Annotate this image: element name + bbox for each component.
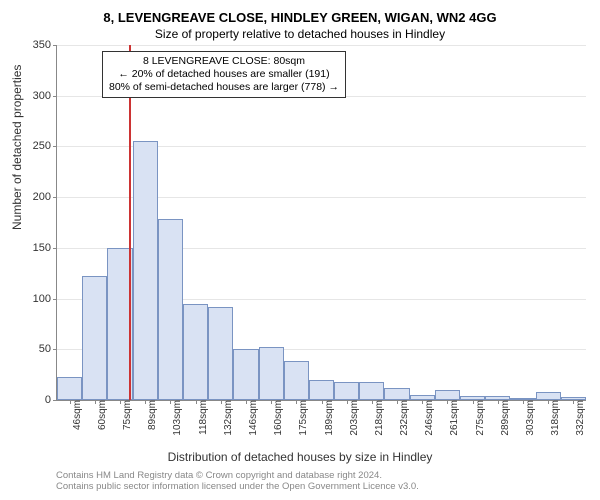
- xtick-mark: [347, 400, 348, 404]
- xtick-mark: [548, 400, 549, 404]
- xtick-label: 132sqm: [223, 400, 234, 436]
- property-info-box: 8 LEVENGREAVE CLOSE: 80sqm ← 20% of deta…: [102, 51, 346, 98]
- histogram-bar: [384, 388, 409, 400]
- footer-line-1: Contains HM Land Registry data © Crown c…: [56, 470, 419, 481]
- xtick-label: 275sqm: [475, 400, 486, 436]
- x-axis-label: Distribution of detached houses by size …: [0, 450, 600, 464]
- histogram-bar: [460, 396, 485, 400]
- histogram-bar: [309, 380, 334, 400]
- histogram-bar: [158, 219, 183, 400]
- xtick-mark: [145, 400, 146, 404]
- xtick-mark: [246, 400, 247, 404]
- xtick-mark: [473, 400, 474, 404]
- footer-attribution: Contains HM Land Registry data © Crown c…: [56, 470, 419, 493]
- histogram-bar: [57, 377, 82, 400]
- xtick-mark: [196, 400, 197, 404]
- histogram-bar: [435, 390, 460, 400]
- xtick-label: 146sqm: [248, 400, 259, 436]
- xtick-mark: [271, 400, 272, 404]
- histogram-bar: [536, 392, 561, 400]
- chart-area: 8 LEVENGREAVE CLOSE: 80sqm ← 20% of deta…: [56, 45, 586, 401]
- ytick-mark: [53, 400, 57, 401]
- xtick-mark: [322, 400, 323, 404]
- xtick-mark: [523, 400, 524, 404]
- xtick-mark: [170, 400, 171, 404]
- infobox-line-3: 80% of semi-detached houses are larger (…: [109, 81, 339, 94]
- xtick-mark: [120, 400, 121, 404]
- histogram-bar: [208, 307, 233, 400]
- histogram-bar: [259, 347, 284, 400]
- histogram-bar: [82, 276, 107, 400]
- histogram-bar: [133, 141, 158, 400]
- infobox-line-2: ← 20% of detached houses are smaller (19…: [109, 68, 339, 81]
- xtick-mark: [95, 400, 96, 404]
- xtick-label: 246sqm: [424, 400, 435, 436]
- chart-title-main: 8, LEVENGREAVE CLOSE, HINDLEY GREEN, WIG…: [0, 0, 600, 25]
- xtick-label: 75sqm: [122, 400, 133, 430]
- histogram-bar: [284, 361, 309, 400]
- xtick-label: 332sqm: [575, 400, 586, 436]
- histogram-bar: [233, 349, 258, 400]
- histogram-bar: [359, 382, 384, 400]
- plot-area: 8 LEVENGREAVE CLOSE: 80sqm ← 20% of deta…: [56, 45, 586, 401]
- xtick-label: 203sqm: [349, 400, 360, 436]
- footer-line-2: Contains public sector information licen…: [56, 481, 419, 492]
- xtick-mark: [296, 400, 297, 404]
- xtick-label: 318sqm: [550, 400, 561, 436]
- xtick-label: 303sqm: [525, 400, 536, 436]
- xtick-mark: [397, 400, 398, 404]
- xtick-label: 103sqm: [172, 400, 183, 436]
- xtick-label: 261sqm: [449, 400, 460, 436]
- xtick-label: 175sqm: [298, 400, 309, 436]
- xtick-mark: [70, 400, 71, 404]
- xtick-label: 160sqm: [273, 400, 284, 436]
- xtick-mark: [573, 400, 574, 404]
- xtick-label: 232sqm: [399, 400, 410, 436]
- xtick-label: 89sqm: [147, 400, 158, 430]
- xtick-mark: [372, 400, 373, 404]
- xtick-mark: [498, 400, 499, 404]
- histogram-bar: [410, 395, 435, 400]
- histogram-bar: [510, 398, 535, 400]
- xtick-mark: [422, 400, 423, 404]
- xtick-mark: [221, 400, 222, 404]
- histogram-bar: [183, 304, 208, 400]
- xtick-label: 289sqm: [500, 400, 511, 436]
- xtick-mark: [447, 400, 448, 404]
- chart-title-sub: Size of property relative to detached ho…: [0, 25, 600, 45]
- xtick-label: 60sqm: [97, 400, 108, 430]
- xtick-label: 118sqm: [198, 400, 209, 435]
- histogram-bar: [561, 397, 586, 400]
- infobox-line-1: 8 LEVENGREAVE CLOSE: 80sqm: [109, 55, 339, 68]
- xtick-label: 189sqm: [324, 400, 335, 436]
- xtick-label: 46sqm: [72, 400, 83, 430]
- y-axis-label: Number of detached properties: [10, 65, 24, 230]
- histogram-bar: [485, 396, 510, 400]
- histogram-bar: [334, 382, 359, 400]
- xtick-label: 218sqm: [374, 400, 385, 436]
